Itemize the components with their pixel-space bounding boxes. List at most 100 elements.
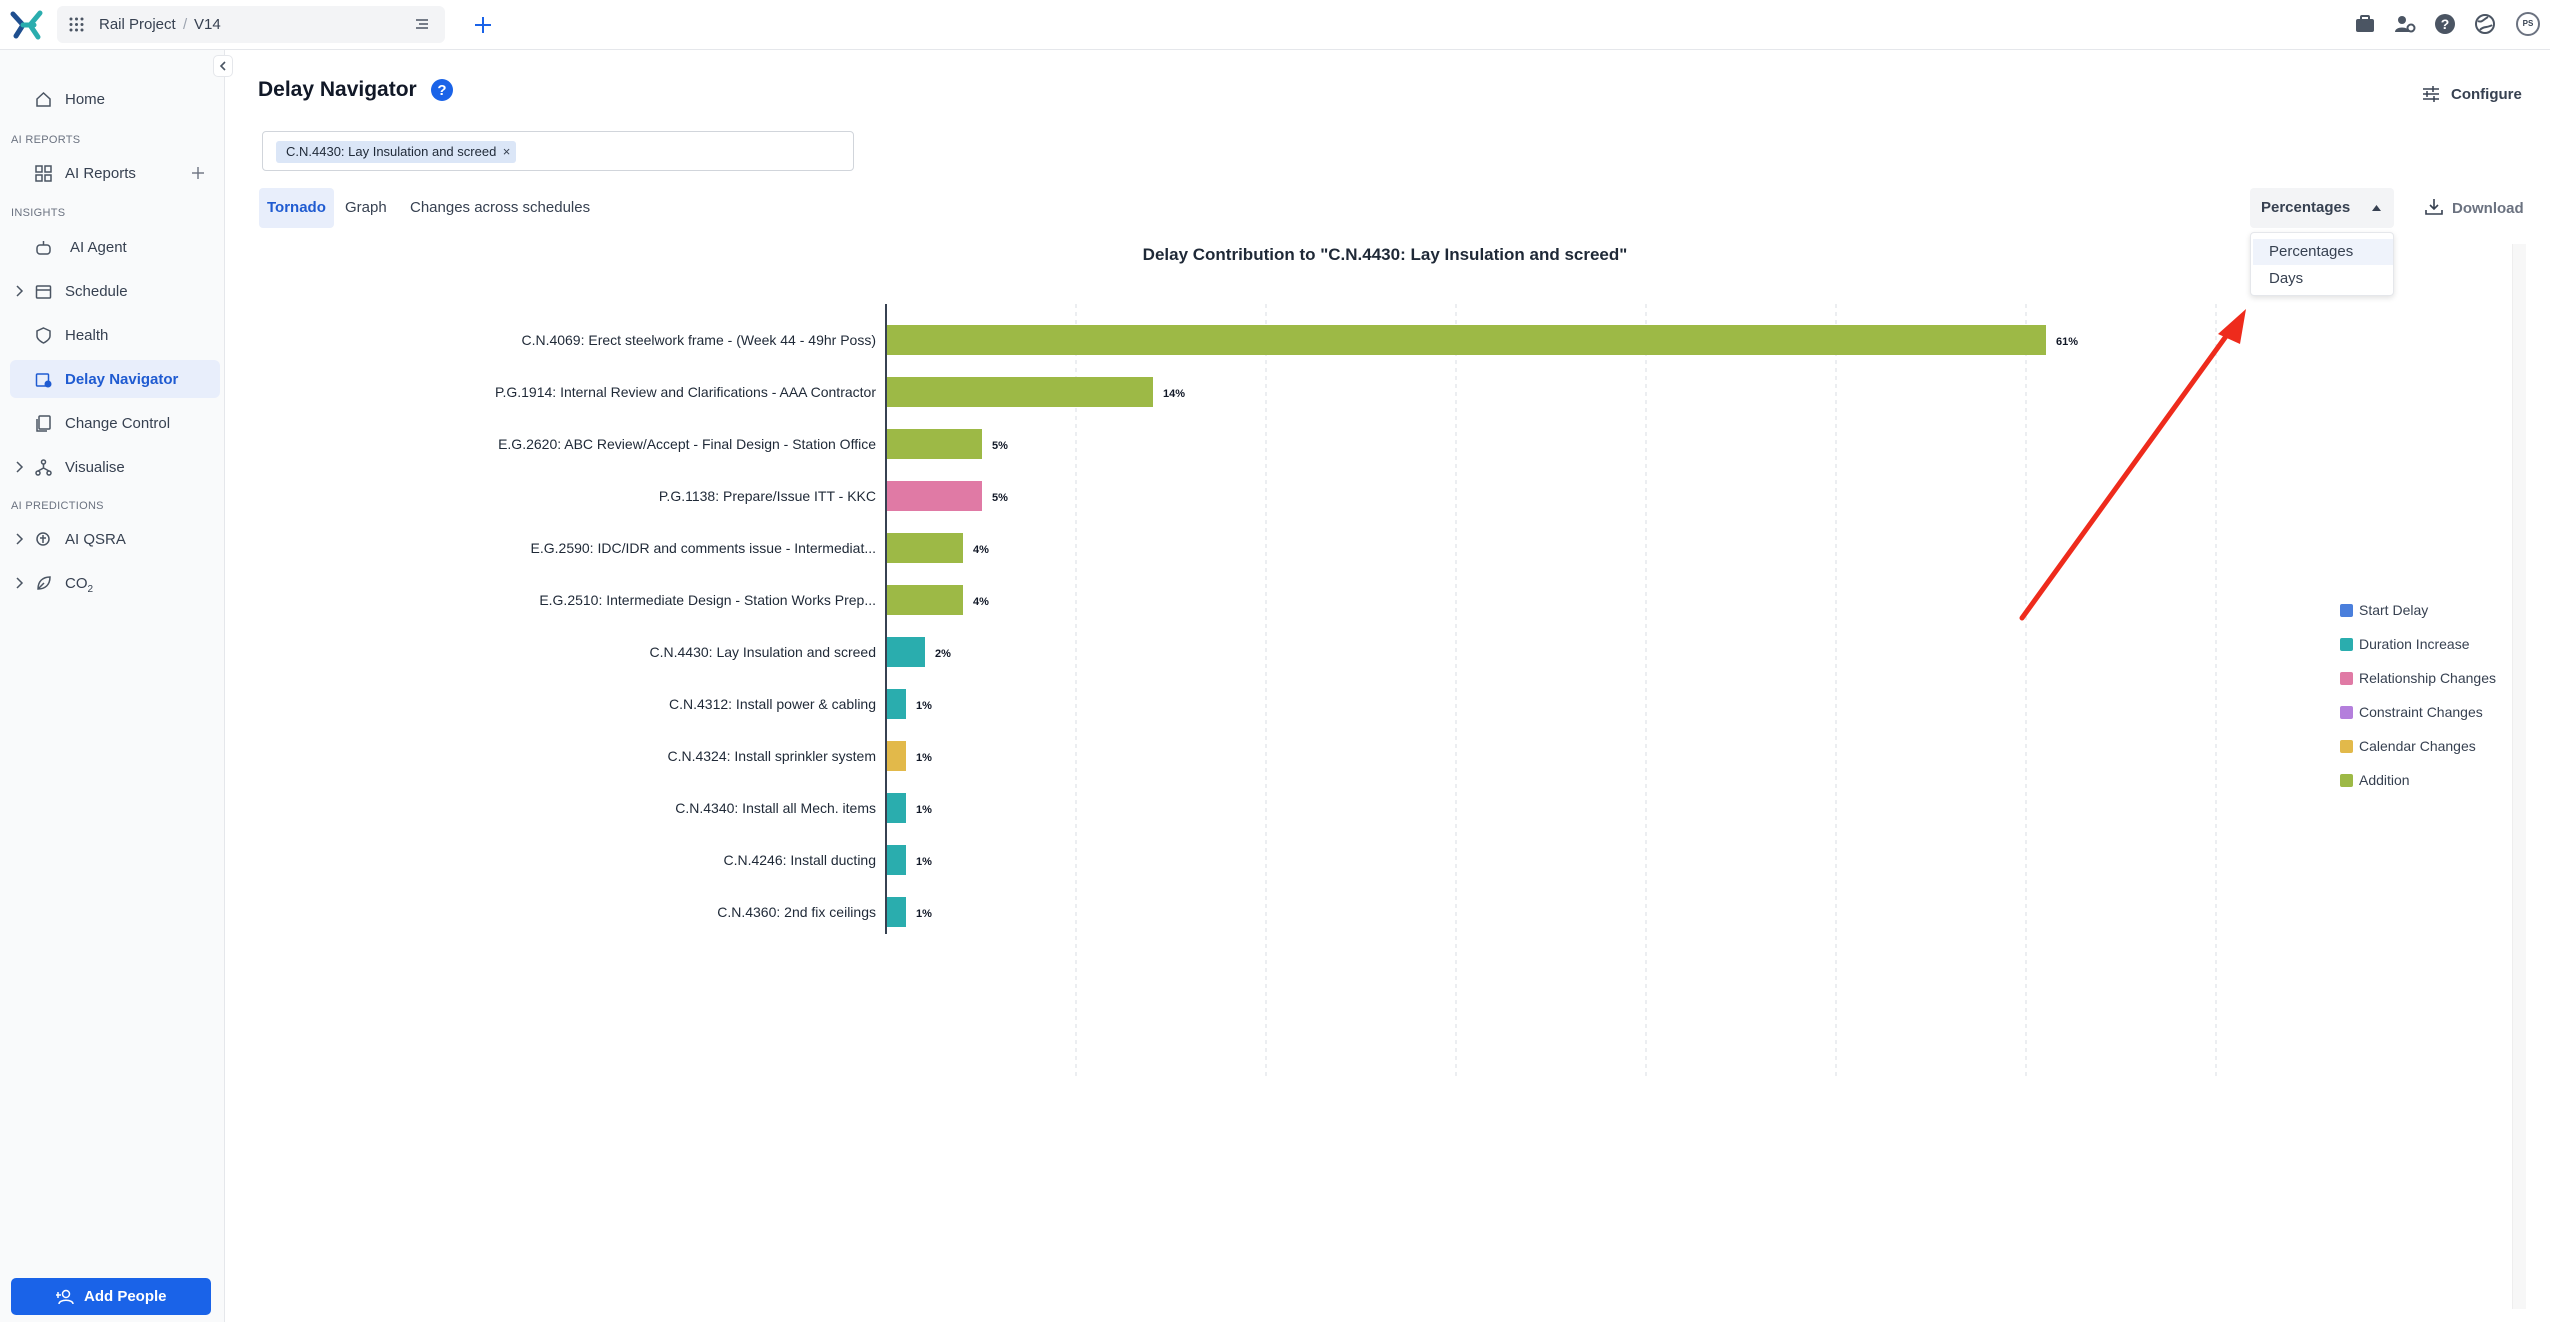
chart-bar[interactable]	[887, 585, 963, 615]
bar-value-label: 1%	[916, 908, 932, 920]
leaf-icon	[37, 576, 51, 590]
units-select-value: Percentages	[2261, 199, 2351, 216]
calendar-icon	[35, 285, 52, 299]
sidebar-item-health[interactable]: Health	[10, 316, 220, 354]
category-label: P.G.1138: Prepare/Issue ITT - KKC	[659, 488, 876, 504]
chart-bar[interactable]	[887, 637, 925, 667]
svg-text:?: ?	[437, 82, 446, 99]
section-ai-predictions: AI PREDICTIONS	[11, 500, 104, 512]
category-label: E.G.2590: IDC/IDR and comments issue - I…	[531, 540, 876, 556]
legend-item[interactable]: Calendar Changes	[2340, 736, 2540, 758]
project-name: Rail Project	[99, 16, 176, 33]
remove-chip-icon[interactable]: ×	[502, 144, 511, 159]
chart-bar[interactable]	[887, 845, 906, 875]
sidebar-item-co2[interactable]: CO2	[10, 564, 220, 602]
briefcase-icon[interactable]	[2354, 13, 2376, 35]
category-label: C.N.4312: Install power & cabling	[669, 696, 876, 712]
legend-label: Relationship Changes	[2359, 670, 2496, 686]
sidebar-item-label: AI QSRA	[65, 531, 126, 548]
sidebar-item-label: Health	[65, 327, 109, 344]
legend-label: Calendar Changes	[2359, 738, 2476, 754]
legend-item[interactable]: Relationship Changes	[2340, 668, 2540, 690]
units-option-percentages[interactable]: Percentages	[2253, 239, 2393, 265]
sidebar-item-schedule[interactable]: Schedule	[10, 272, 220, 310]
chart-bar[interactable]	[887, 689, 906, 719]
units-dropdown-menu: Percentages Days	[2250, 232, 2394, 296]
legend-item[interactable]: Constraint Changes	[2340, 702, 2540, 724]
add-report-icon[interactable]	[190, 165, 206, 181]
user-avatar[interactable]: PS	[2516, 12, 2540, 36]
chart-bar[interactable]	[887, 325, 2046, 355]
top-bar: Rail Project / V14 ? PS	[0, 0, 2550, 50]
collapse-sidebar-button[interactable]	[213, 55, 233, 77]
sidebar-item-ai-qsra[interactable]: AI QSRA	[10, 520, 220, 558]
breadcrumb-separator: /	[183, 16, 188, 33]
help-circle-icon[interactable]: ?	[2434, 13, 2456, 35]
sidebar-item-change-control[interactable]: Change Control	[10, 404, 220, 442]
sidebar: Home AI REPORTS AI Reports INSIGHTS AI A…	[0, 50, 233, 1322]
sidebar-item-delay-navigator[interactable]: Delay Navigator	[10, 360, 220, 398]
legend-item[interactable]: Addition	[2340, 770, 2540, 792]
sidebar-item-label: CO2	[65, 575, 94, 595]
tab-changes-across-schedules[interactable]: Changes across schedules	[410, 199, 591, 216]
chart-bar[interactable]	[887, 741, 906, 771]
robot-icon	[36, 241, 51, 255]
tab-graph[interactable]: Graph	[345, 199, 387, 216]
documents-icon	[36, 415, 51, 432]
chart-bar[interactable]	[887, 429, 982, 459]
legend-swatch	[2340, 706, 2353, 719]
legend-item[interactable]: Start Delay	[2340, 600, 2540, 622]
configure-label: Configure	[2451, 86, 2522, 103]
sidebar-item-label: Change Control	[65, 415, 171, 432]
app-logo[interactable]	[10, 9, 44, 41]
tab-tornado[interactable]: Tornado	[259, 188, 334, 228]
chart-bar[interactable]	[887, 793, 906, 823]
legend-swatch	[2340, 740, 2353, 753]
chevron-right-icon[interactable]	[14, 461, 24, 473]
selected-activity-chip: C.N.4430: Lay Insulation and screed ×	[276, 141, 517, 163]
dashboard-icon	[35, 165, 52, 182]
category-label: P.G.1914: Internal Review and Clarificat…	[495, 384, 876, 400]
chart-bar[interactable]	[887, 377, 1153, 407]
help-icon[interactable]: ?	[430, 78, 454, 102]
bar-value-label: 1%	[916, 804, 932, 816]
bar-value-label: 1%	[916, 856, 932, 868]
bar-value-label: 1%	[916, 752, 932, 764]
project-switcher[interactable]: Rail Project / V14	[57, 6, 445, 43]
legend-label: Duration Increase	[2359, 636, 2470, 652]
configure-button[interactable]: Configure	[2418, 80, 2528, 110]
vertical-scrollbar[interactable]	[2512, 244, 2526, 1309]
legend-swatch	[2340, 774, 2353, 787]
chevron-right-icon[interactable]	[14, 533, 24, 545]
download-icon	[2425, 199, 2443, 215]
bar-value-label: 2%	[935, 648, 951, 660]
chevron-right-icon[interactable]	[14, 285, 24, 297]
legend-label: Start Delay	[2359, 602, 2429, 618]
sidebar-item-label: Visualise	[65, 459, 125, 476]
add-people-button[interactable]: Add People	[11, 1278, 211, 1315]
chevron-right-icon[interactable]	[14, 577, 24, 589]
bar-value-label: 61%	[2056, 336, 2078, 348]
chart-bar[interactable]	[887, 533, 963, 563]
apps-grid-icon	[69, 17, 84, 32]
units-option-days[interactable]: Days	[2269, 270, 2304, 287]
annotation-arrow	[2019, 309, 2246, 621]
section-ai-reports: AI REPORTS	[11, 134, 81, 146]
sidebar-item-label: Home	[65, 91, 106, 108]
sidebar-item-ai-reports[interactable]: AI Reports	[10, 154, 220, 192]
bar-value-label: 5%	[992, 440, 1008, 452]
chart-bar[interactable]	[887, 481, 982, 511]
user-settings-icon[interactable]	[2394, 13, 2416, 35]
chart-bar[interactable]	[887, 897, 906, 927]
add-tab-icon[interactable]	[470, 12, 496, 38]
units-select[interactable]: Percentages	[2250, 188, 2394, 228]
activity-select-input[interactable]: C.N.4430: Lay Insulation and screed ×	[262, 131, 854, 171]
sidebar-item-ai-agent[interactable]: AI Agent	[10, 228, 220, 266]
sidebar-item-visualise[interactable]: Visualise	[10, 448, 220, 486]
download-button[interactable]: Download	[2420, 193, 2530, 223]
category-label: E.G.2620: ABC Review/Accept - Final Desi…	[498, 436, 876, 452]
legend-item[interactable]: Duration Increase	[2340, 634, 2540, 656]
globe-icon[interactable]	[2474, 13, 2496, 35]
sidebar-item-home[interactable]: Home	[10, 80, 220, 118]
list-menu-icon[interactable]	[414, 16, 430, 32]
